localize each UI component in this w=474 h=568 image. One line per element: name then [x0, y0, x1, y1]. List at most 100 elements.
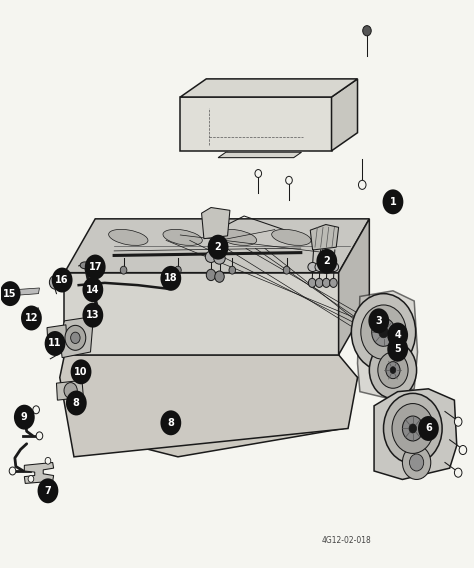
Polygon shape — [56, 381, 83, 400]
Circle shape — [33, 406, 39, 414]
Polygon shape — [60, 355, 357, 457]
Polygon shape — [374, 389, 457, 479]
Ellipse shape — [329, 262, 338, 272]
Circle shape — [410, 454, 424, 471]
Circle shape — [379, 327, 388, 338]
Polygon shape — [180, 79, 357, 97]
Circle shape — [383, 394, 442, 463]
Text: 8: 8 — [73, 398, 80, 408]
Circle shape — [206, 269, 216, 281]
Circle shape — [28, 475, 34, 482]
Polygon shape — [15, 288, 39, 295]
Ellipse shape — [80, 262, 90, 269]
Circle shape — [322, 278, 330, 287]
Ellipse shape — [308, 262, 318, 272]
Text: 14: 14 — [86, 285, 100, 295]
Polygon shape — [338, 219, 369, 355]
Text: 9: 9 — [21, 412, 27, 422]
Circle shape — [208, 235, 228, 260]
Polygon shape — [24, 462, 54, 483]
Polygon shape — [180, 97, 331, 151]
Ellipse shape — [315, 262, 324, 272]
Circle shape — [174, 266, 181, 274]
Circle shape — [45, 457, 51, 464]
Text: 16: 16 — [55, 275, 69, 285]
Text: 11: 11 — [48, 339, 62, 349]
Circle shape — [14, 404, 35, 429]
Ellipse shape — [272, 229, 311, 245]
Circle shape — [36, 432, 43, 440]
Circle shape — [358, 180, 366, 189]
Ellipse shape — [217, 229, 257, 245]
Circle shape — [361, 305, 406, 360]
Text: 15: 15 — [3, 289, 17, 299]
Circle shape — [49, 275, 61, 289]
Circle shape — [392, 403, 434, 453]
Circle shape — [418, 416, 439, 441]
Text: 2: 2 — [323, 256, 330, 266]
Circle shape — [87, 265, 94, 274]
Circle shape — [120, 266, 127, 274]
Circle shape — [255, 169, 262, 177]
Circle shape — [402, 416, 423, 441]
Text: 10: 10 — [74, 367, 88, 377]
Circle shape — [402, 445, 431, 479]
Circle shape — [71, 332, 80, 344]
Circle shape — [387, 337, 408, 362]
Polygon shape — [64, 219, 369, 273]
Text: 12: 12 — [25, 313, 38, 323]
Text: 6: 6 — [425, 424, 432, 433]
Circle shape — [64, 383, 77, 399]
Ellipse shape — [322, 262, 331, 272]
Text: 5: 5 — [394, 344, 401, 354]
Circle shape — [9, 467, 16, 475]
Polygon shape — [47, 325, 67, 345]
Text: 18: 18 — [164, 273, 178, 283]
Ellipse shape — [214, 253, 225, 264]
Text: 3: 3 — [375, 316, 382, 326]
Polygon shape — [310, 224, 338, 250]
Polygon shape — [64, 355, 357, 457]
Ellipse shape — [166, 270, 177, 279]
Text: 13: 13 — [86, 310, 100, 320]
Text: 1: 1 — [390, 197, 396, 207]
Circle shape — [386, 362, 400, 379]
Text: 4G12-02-018: 4G12-02-018 — [322, 536, 372, 545]
Ellipse shape — [163, 229, 202, 245]
Polygon shape — [60, 318, 93, 358]
Circle shape — [71, 360, 91, 385]
Circle shape — [45, 331, 65, 356]
Text: 2: 2 — [215, 242, 221, 252]
Circle shape — [387, 323, 408, 348]
Circle shape — [21, 306, 42, 331]
Circle shape — [309, 278, 316, 287]
Circle shape — [372, 318, 395, 346]
Ellipse shape — [109, 229, 148, 245]
Polygon shape — [218, 152, 301, 158]
Circle shape — [351, 294, 416, 371]
Circle shape — [455, 468, 462, 477]
Circle shape — [455, 417, 462, 426]
Circle shape — [82, 303, 103, 328]
Circle shape — [286, 176, 292, 184]
Circle shape — [215, 271, 224, 282]
Circle shape — [383, 189, 403, 214]
Polygon shape — [357, 291, 418, 399]
Circle shape — [378, 352, 408, 389]
Circle shape — [66, 391, 87, 415]
Polygon shape — [64, 273, 338, 355]
Text: 17: 17 — [89, 262, 102, 272]
Text: 4: 4 — [394, 330, 401, 340]
Circle shape — [368, 308, 389, 333]
Circle shape — [317, 249, 337, 274]
Circle shape — [409, 424, 417, 433]
Circle shape — [316, 278, 323, 287]
Circle shape — [52, 268, 73, 293]
Polygon shape — [331, 79, 357, 151]
Circle shape — [37, 478, 58, 503]
Circle shape — [329, 278, 337, 287]
Circle shape — [160, 266, 181, 291]
Circle shape — [363, 26, 371, 36]
Circle shape — [65, 325, 86, 350]
Circle shape — [85, 254, 106, 279]
